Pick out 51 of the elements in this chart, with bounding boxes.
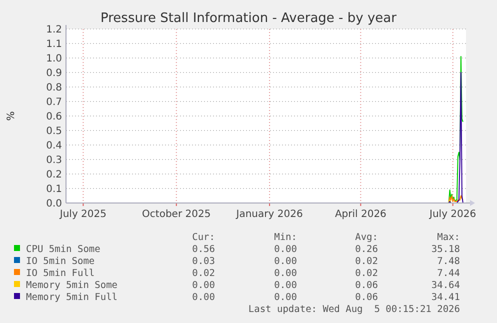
text: Min: xyxy=(274,232,297,243)
y-tick-label: 0.8 xyxy=(46,82,62,94)
y-tick-label: 0.9 xyxy=(46,68,62,79)
text: 0.03 xyxy=(192,256,215,267)
text: 0.00 xyxy=(274,268,298,279)
text: 0.00 xyxy=(274,256,298,267)
y-tick-label: 0.0 xyxy=(46,198,62,210)
x-tick-label: July 2025 xyxy=(58,209,107,220)
text: 0.56 xyxy=(192,244,216,255)
y-tick-label: 1.1 xyxy=(46,39,62,50)
y-tick-label: 0.6 xyxy=(46,112,62,122)
text: Max: xyxy=(437,232,460,243)
text: 34.41 xyxy=(431,292,460,303)
y-tick-label: 0.3 xyxy=(46,155,62,166)
text: 0.00 xyxy=(274,280,298,291)
text: 0.00 xyxy=(192,280,216,291)
x-tick-label: July 2026 xyxy=(428,209,476,220)
legend-label: CPU 5min Some xyxy=(26,244,101,255)
text: 7.48 xyxy=(437,256,460,267)
legend-label: Memory 5min Full xyxy=(26,292,118,303)
x-tick-label: January 2026 xyxy=(235,209,303,220)
legend-label: IO 5min Full xyxy=(26,268,95,279)
text: 0.02 xyxy=(355,268,378,279)
line-series xyxy=(448,195,464,204)
y-tick-label: 0.2 xyxy=(46,170,62,180)
y-tick-label: 0.1 xyxy=(46,184,62,195)
x-tick-label: October 2025 xyxy=(142,209,211,220)
y-tick-label: 1.0 xyxy=(46,54,62,64)
chart-title: Pressure Stall Information - Average - by year xyxy=(100,11,398,26)
text: 0.06 xyxy=(355,292,378,303)
text: Last update: Wed Aug 5 00:15:21 2026 xyxy=(248,304,460,315)
text: 0.00 xyxy=(192,292,216,303)
text: 0.06 xyxy=(355,280,378,291)
text: Cur: xyxy=(192,232,215,243)
text: 35.18 xyxy=(431,244,460,255)
text: 0.00 xyxy=(274,244,298,255)
y-tick-label: 0.4 xyxy=(46,140,62,152)
legend-label: IO 5min Some xyxy=(26,256,95,267)
x-tick-label: April 2026 xyxy=(334,209,386,220)
text: 7.44 xyxy=(437,268,460,279)
text: 0.02 xyxy=(192,268,215,279)
y-tick-label: 0.5 xyxy=(46,126,62,137)
y-axis-title: % xyxy=(6,111,17,121)
text: 0.00 xyxy=(274,292,298,303)
text: 0.02 xyxy=(355,256,378,267)
y-tick-label: 1.2 xyxy=(46,24,62,36)
text: Avg: xyxy=(355,232,378,243)
text: 0.26 xyxy=(355,244,378,255)
text: 34.64 xyxy=(431,280,460,291)
y-tick-label: 0.7 xyxy=(46,97,62,108)
legend-label: Memory 5min Some xyxy=(26,280,118,291)
